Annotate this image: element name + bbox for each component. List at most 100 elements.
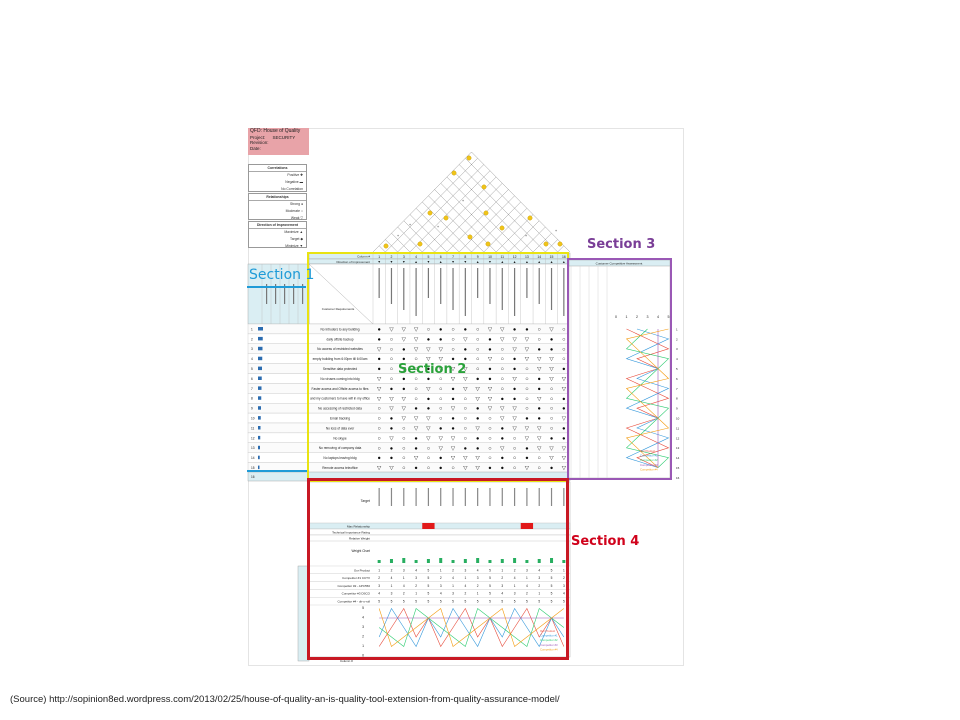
roof-diagonal [557,245,565,253]
relationship-symbol: ● [525,327,528,333]
relationship-symbol: ○ [562,357,565,363]
weight-chart-bar [258,416,261,420]
legend-direction: Direction of Improvement Maximize ▲ Targ… [248,221,307,248]
relationship-symbol: ▽ [402,406,407,412]
relationship-symbol: ● [488,377,491,383]
competitor-score: 2 [415,584,417,588]
relationship-symbol: ○ [562,347,565,353]
right-row-number: 3 [676,347,678,351]
column-number-header: Column # [357,255,370,259]
relationship-symbol: ▽ [402,416,407,422]
target-row-label: Target [361,499,370,503]
weight-chart-bar [258,396,262,400]
relationship-symbol: ▽ [463,456,468,462]
right-row-number: 7 [676,387,678,391]
row-number: 5 [251,367,253,371]
relationship-symbol: ▽ [463,377,468,383]
weight-chart-bar [258,327,263,331]
relationship-symbol: ▽ [549,327,554,333]
right-row-number: 4 [676,357,678,361]
weight-chart-bar [258,356,263,361]
relationship-symbol: ○ [402,456,405,462]
relationship-symbol: ○ [464,436,467,442]
competitor-score: 5 [428,584,430,588]
relationship-symbol: ● [427,337,430,343]
competitor-score: 1 [563,568,565,572]
legend-minimize: Minimize ▼ [285,244,303,248]
relationship-symbol: ● [476,446,479,452]
relationship-symbol: ○ [390,357,393,363]
relationship-symbol: ○ [513,456,516,462]
relationship-symbol: ▽ [451,456,456,462]
right-row-number: 12 [676,436,680,440]
roof-positive-marker: + [525,233,528,238]
tech-axis-number: 2 [362,635,364,639]
relationship-symbol: ○ [550,416,553,422]
relationship-symbol: ▽ [402,367,407,373]
legend-maximize: Maximize ▲ [284,230,303,234]
weight-chart-bar [258,435,261,440]
relationship-symbol: ○ [427,456,430,462]
competitor-score: 5 [477,600,479,604]
relationship-symbol: ● [427,367,430,373]
tech-axis-number: 0 [362,654,364,658]
relationship-symbol: ▽ [426,357,431,363]
roof-diagonal [434,189,497,253]
roof-correlation-marker [543,241,549,247]
relationship-symbol: ▽ [476,386,481,392]
relationship-symbol: ▽ [377,396,382,402]
target-value [501,488,503,506]
customer-requirement: and my customers to have wifi in my offi… [310,397,370,401]
weight-chart-marker [439,558,443,563]
right-row-number: 2 [676,337,678,341]
relationship-symbol: ○ [414,396,417,402]
relationship-symbol: ▽ [426,436,431,442]
column-number: 14 [537,255,541,259]
relationship-symbol: ● [538,347,541,353]
relationship-symbol: ● [525,416,528,422]
weight-chart-marker [463,559,467,563]
weight-chart-marker [537,559,541,563]
competitor-score: 2 [440,576,442,580]
relationship-symbol: ▽ [537,396,542,402]
column-number: 16 [562,255,566,259]
competitor-score: 5 [440,600,442,604]
customer-requirement: No laptops leaving bldg [323,456,356,460]
roof-diagonal [409,214,448,253]
relationship-symbol: ● [513,357,516,363]
relationship-symbol: ▽ [389,396,394,402]
relationship-symbol: ▽ [512,426,517,432]
legend-moderate: Moderate ○ [285,209,303,213]
column-number: 13 [525,255,529,259]
weight-chart-bar [258,346,263,351]
right-row-number: 11 [676,426,679,430]
relationship-symbol: ● [501,456,504,462]
relationship-symbol: ▽ [463,367,468,373]
relationship-symbol: ● [501,426,504,432]
competitor-score: 5 [489,592,491,596]
right-row-number: 9 [676,407,678,411]
relationship-symbol: ▽ [525,357,530,363]
roof-diagonal [452,170,534,253]
competitive-assessment-title: Customer Competitive Assessment [596,262,643,266]
competitor-score: 3 [563,584,565,588]
competitor-score: 5 [489,576,491,580]
relationship-symbol: ▽ [476,396,481,402]
competitor-score: 2 [563,576,565,580]
relationship-symbol: ○ [439,416,442,422]
relationship-symbol: ● [525,446,528,452]
relationship-symbol: ● [414,446,417,452]
weight-chart-marker [550,558,554,563]
max-relationship-highlight [520,523,534,529]
competitor-score: 4 [403,584,405,588]
relationship-symbol: ● [476,416,479,422]
competitor-score: 2 [452,568,454,572]
legend-strong: Strong ● [290,202,303,206]
section1-header-label [275,284,277,304]
roof-diagonal [378,245,386,253]
relationship-symbol: ▽ [439,347,444,353]
target-value [550,488,553,506]
relationship-symbol: ○ [439,377,442,383]
assessment-axis-number: 4 [657,315,659,319]
competitive-assessment-panel [568,259,671,479]
